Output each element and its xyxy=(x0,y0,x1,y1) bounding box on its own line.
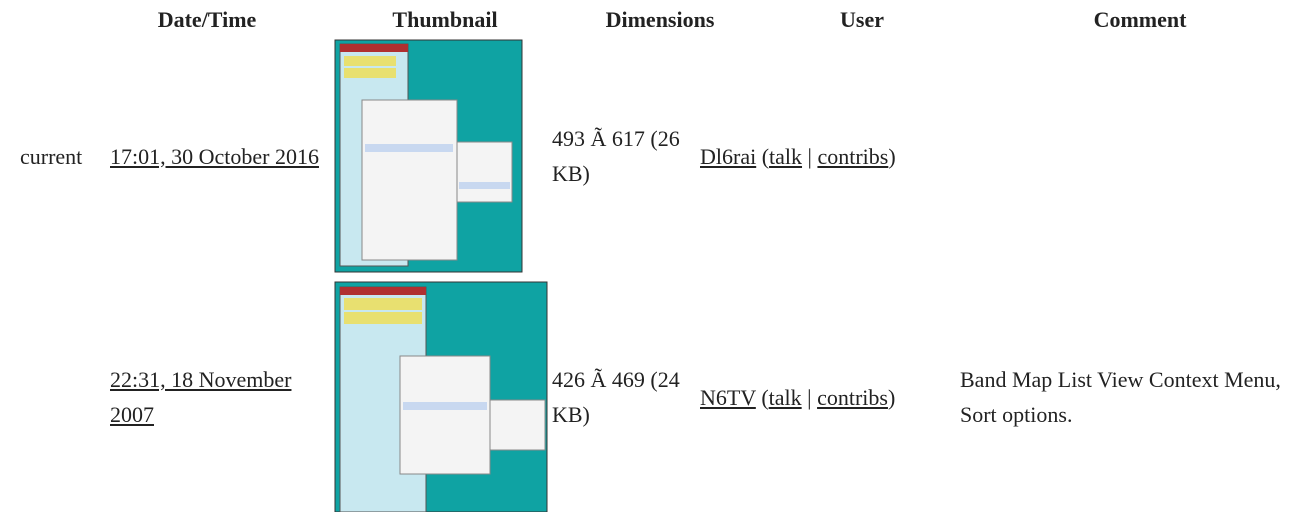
user-link[interactable]: N6TV xyxy=(700,384,756,410)
column-header: Comment xyxy=(1093,7,1187,32)
status: current xyxy=(20,143,83,169)
column-header: Thumbnail xyxy=(392,7,498,32)
user-link[interactable]: Dl6rai xyxy=(700,143,757,169)
user-cell: N6TV (talk | contribs) xyxy=(700,282,910,512)
user-cell: Dl6rai (talk | contribs) xyxy=(700,40,910,272)
user-punct: ) xyxy=(888,143,896,169)
user-text: N6TV (talk | contribs) xyxy=(700,380,895,415)
comment: Band Map List View Context Menu, Sort op… xyxy=(960,367,1281,427)
user-link[interactable]: talk xyxy=(769,143,803,169)
date-wrap: 22:31, 18 November 2007 xyxy=(110,362,328,432)
user-text: Dl6rai (talk | contribs) xyxy=(700,139,896,174)
date-link[interactable]: 17:01, 30 October 2016 xyxy=(110,143,319,169)
thumbnail-1 xyxy=(334,39,523,273)
column-header: User xyxy=(840,7,884,32)
column-header: Dimensions xyxy=(605,7,715,32)
date-cell: 22:31, 18 November 2007 xyxy=(110,282,328,512)
user-punct: ( xyxy=(755,384,769,410)
column-header: Date/Time xyxy=(157,7,257,32)
dimensions: 493 Ã 617 (26 KB) xyxy=(552,126,680,186)
thumbnail-2 xyxy=(334,281,548,512)
date-link[interactable]: 22:31, 18 November 2007 xyxy=(110,367,292,427)
user-link[interactable]: talk xyxy=(768,384,802,410)
user-punct: ( xyxy=(756,143,770,169)
user-link[interactable]: contribs xyxy=(817,143,889,169)
date-wrap: 17:01, 30 October 2016 xyxy=(110,139,319,174)
date-cell: 17:01, 30 October 2016 xyxy=(110,40,328,272)
user-punct: | xyxy=(801,384,818,410)
user-link[interactable]: contribs xyxy=(817,384,888,410)
dimensions: 426 Ã 469 (24 KB) xyxy=(552,367,680,427)
user-punct: ) xyxy=(887,384,896,410)
user-punct: | xyxy=(802,143,818,169)
